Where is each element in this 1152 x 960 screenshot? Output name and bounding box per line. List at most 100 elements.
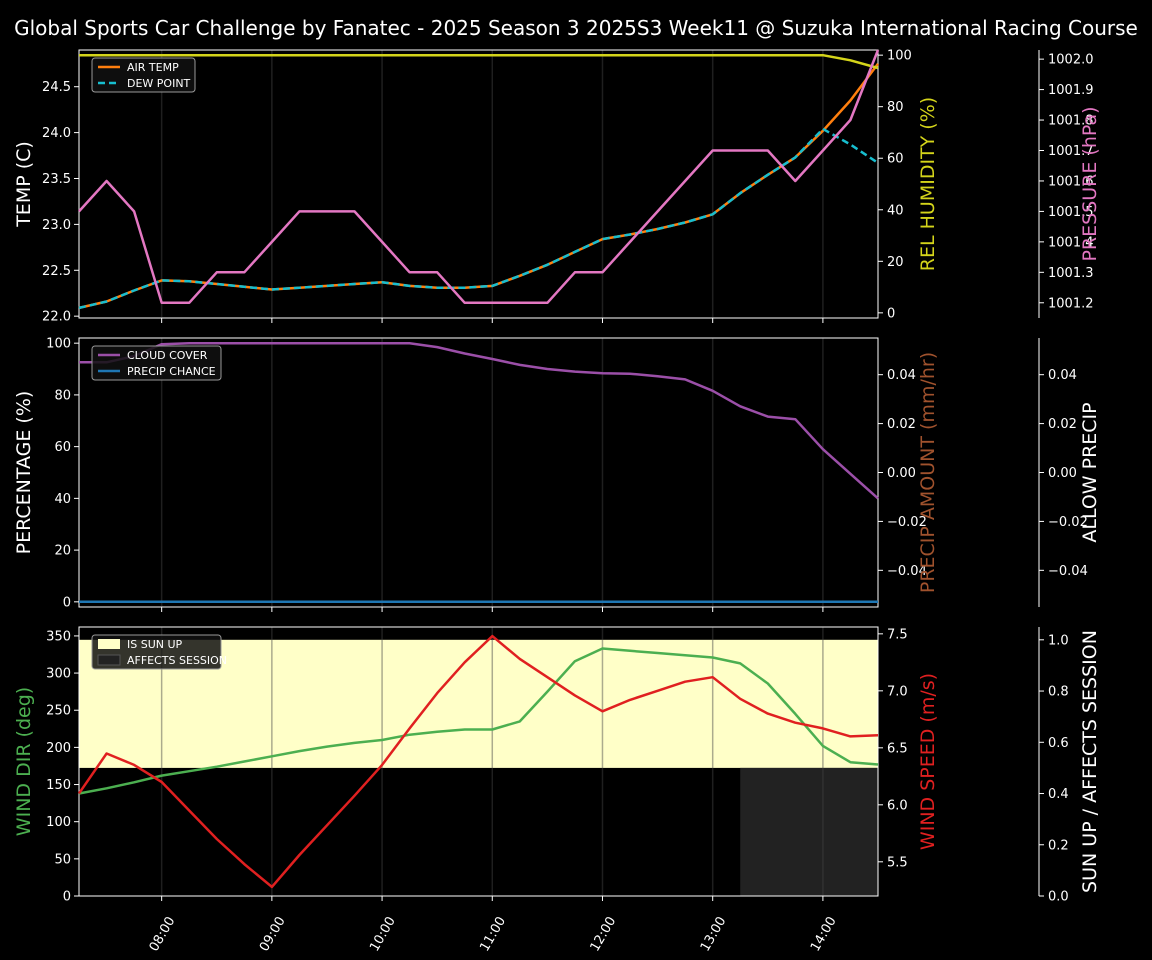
y-far-tick-label: 1001.9 [1048, 83, 1094, 98]
y-far-tick-label: 0.00 [1048, 466, 1077, 481]
y-far-tick-label: −0.04 [1048, 564, 1088, 579]
legend: AIR TEMP DEW POINT [91, 57, 196, 93]
chart-title: Global Sports Car Challenge by Fanatec -… [14, 16, 1138, 40]
y-tick-label: 100 [46, 337, 71, 352]
y-far-tick-label: 1001.4 [1048, 235, 1094, 250]
axis-label: SUN UP / AFFECTS SESSION [1079, 630, 1101, 893]
axis-label: PRECIP AMOUNT (mm/hr) [917, 352, 939, 593]
axis-label: ALLOW PRECIP [1079, 402, 1101, 542]
y-tick-label: 60 [54, 440, 71, 455]
legend-box [91, 345, 222, 381]
plot-frame [78, 49, 879, 319]
y-far-tick-label: 0.0 [1048, 890, 1069, 905]
series-line-dew-point [78, 127, 879, 310]
y-tick-label: 22.5 [42, 264, 71, 279]
y-tick-label: 24.0 [42, 126, 71, 141]
y-far-tick-label: 0.4 [1048, 787, 1069, 802]
y-right-tick-label: 60 [887, 152, 904, 167]
y-tick-label: 350 [46, 629, 71, 644]
legend-label: CLOUD COVER [127, 349, 208, 362]
y-tick-label: 20 [54, 544, 71, 559]
series-line-cloud-cover [79, 341, 879, 500]
affects-session-band [740, 767, 878, 896]
y-right-tick-label: 7.5 [887, 627, 908, 642]
y-tick-label: 23.5 [42, 172, 71, 187]
axis-label: PERCENTAGE (%) [13, 391, 35, 555]
x-tick-label: 10:00 [367, 914, 399, 954]
y-tick-label: 150 [46, 778, 71, 793]
legend-swatch [98, 639, 120, 649]
y-far-tick-label: 0.2 [1048, 838, 1069, 853]
series-line-wind-dir [78, 647, 879, 795]
y-far-tick-label: 0.02 [1048, 417, 1077, 432]
legend-label: PRECIP CHANCE [127, 365, 216, 378]
plot-area [79, 50, 878, 318]
series-line-pressure [78, 49, 880, 305]
y-right-tick-label: 6.5 [887, 741, 908, 756]
y-right-tick-label: 80 [887, 100, 904, 115]
y-far-tick-label: 1001.5 [1048, 205, 1094, 220]
legend: CLOUD COVER PRECIP CHANCE [91, 345, 222, 381]
panel-weather: 22.0 22.5 23.0 23.5 24.0 24.5 0 20 40 60 80 100 1001… [13, 49, 1101, 325]
plot-area [79, 338, 878, 607]
y-far-tick-label: 1001.6 [1048, 174, 1094, 189]
y-right-tick-label: 7.0 [887, 684, 908, 699]
y-tick-label: 250 [46, 704, 71, 719]
y-tick-label: 23.0 [42, 218, 71, 233]
y-far-tick-label: 1001.2 [1048, 296, 1094, 311]
legend-label: DEW POINT [127, 77, 191, 90]
legend-label: IS SUN UP [127, 638, 183, 651]
y-tick-label: 50 [54, 852, 71, 867]
y-far-tick-label: 0.8 [1048, 685, 1069, 700]
panel-wind: 0 50 100 150 200 250 300 350 5.5 6.0 6.5 7.0 7.5 0.0 0… [13, 626, 1101, 954]
y-right-tick-label: 6.0 [887, 798, 908, 813]
chart-panels: 22.022.523.023.524.024.50204060801001001… [13, 49, 1101, 955]
y-tick-label: 40 [54, 492, 71, 507]
y-far-tick-label: 0.6 [1048, 736, 1069, 751]
y-right-tick-label: 20 [887, 255, 904, 270]
y-tick-label: 24.5 [42, 80, 71, 95]
series-line-wind-speed [77, 634, 879, 889]
y-right-tick-label: 40 [887, 203, 904, 218]
y-right-tick-label: −0.04 [887, 564, 927, 579]
y-right-tick-label: −0.02 [887, 515, 927, 530]
x-tick-label: 09:00 [257, 914, 289, 954]
y-tick-label: 0 [63, 595, 71, 610]
y-far-tick-label: 1.0 [1048, 633, 1069, 648]
y-right-tick-label: 0 [887, 306, 895, 321]
x-tick-label: 12:00 [588, 914, 620, 954]
series-line-rel-humidity [79, 53, 879, 70]
y-tick-label: 300 [46, 667, 71, 682]
y-far-tick-label: 1002.0 [1048, 53, 1094, 68]
y-tick-label: 100 [46, 815, 71, 830]
y-right-tick-label: 0.04 [887, 368, 916, 383]
y-tick-label: 22.0 [42, 310, 71, 325]
y-far-tick-label: −0.02 [1048, 515, 1088, 530]
axis-label: TEMP (C) [13, 141, 35, 228]
plot-frame [78, 626, 879, 897]
y-right-tick-label: 100 [887, 49, 912, 64]
y-right-tick-label: 0.00 [887, 466, 916, 481]
legend: IS SUN UP AFFECTS SESSION [91, 634, 227, 670]
x-tick-label: 13:00 [698, 914, 730, 954]
y-tick-label: 200 [46, 741, 71, 756]
axis-label: PRESSURE (hPa) [1079, 106, 1101, 261]
x-tick-label: 08:00 [147, 914, 179, 954]
axis-label: WIND DIR (deg) [13, 687, 35, 836]
legend-swatch [97, 654, 121, 666]
y-far-tick-label: 1001.8 [1048, 114, 1094, 129]
y-tick-label: 0 [63, 890, 71, 905]
legend-box [91, 634, 222, 670]
y-far-tick-label: 0.04 [1048, 368, 1077, 383]
y-right-tick-label: 5.5 [887, 855, 908, 870]
panel-clouds: 0 20 40 60 80 100 −0.04 −0.02 0.00 0.02 0.04 −0.04 −… [13, 337, 1101, 612]
y-far-tick-label: 1001.7 [1048, 144, 1094, 159]
legend-label: AFFECTS SESSION [127, 654, 227, 667]
y-far-tick-label: 1001.3 [1048, 266, 1094, 281]
y-tick-label: 80 [54, 388, 71, 403]
x-tick-label: 11:00 [477, 914, 509, 954]
axis-label: WIND SPEED (m/s) [917, 673, 939, 850]
x-tick-label: 14:00 [808, 914, 840, 954]
axis-label: REL HUMIDITY (%) [917, 97, 939, 271]
